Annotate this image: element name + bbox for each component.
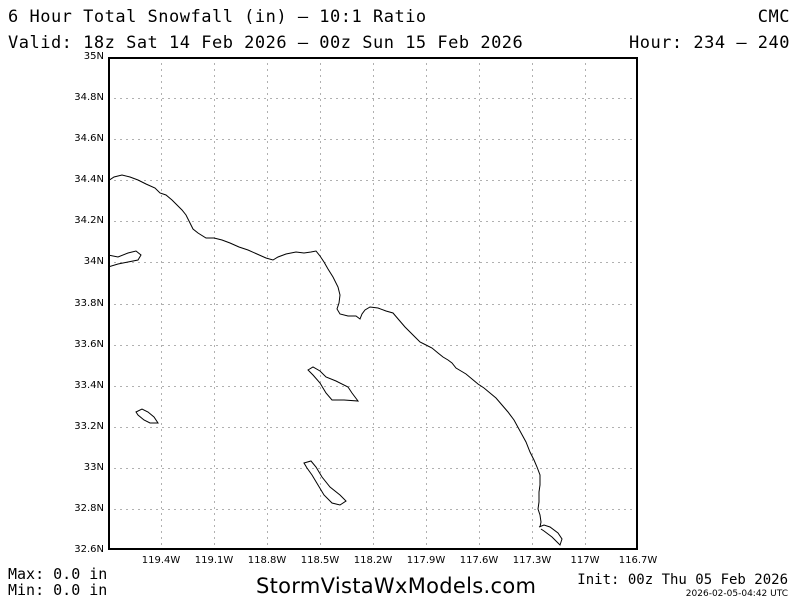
island-west: [108, 250, 142, 268]
lon-label: 118.2W: [353, 555, 393, 566]
lon-label: 118.8W: [247, 555, 287, 566]
lon-label: 119.1W: [194, 555, 234, 566]
valid-time: Valid: 18z Sat 14 Feb 2026 – 00z Sun 15 …: [8, 33, 524, 53]
lat-label: 33.4N: [74, 380, 104, 391]
lat-label: 32.8N: [74, 503, 104, 514]
max-value: Max: 0.0 in: [8, 565, 108, 583]
lon-label: 117.9W: [406, 555, 446, 566]
lon-label: 117.6W: [459, 555, 499, 566]
map-title: 6 Hour Total Snowfall (in) – 10:1 Ratio: [8, 7, 427, 27]
mainland-coastline: [108, 174, 542, 528]
lat-label: 34.8N: [74, 92, 104, 103]
lat-label: 34.2N: [74, 215, 104, 226]
map-frame: [108, 57, 638, 550]
model-name: CMC: [757, 7, 790, 27]
map-grid: [108, 57, 638, 550]
lon-label: 117W: [570, 555, 600, 566]
lat-label: 33.6N: [74, 339, 104, 350]
site-watermark: StormVistaWxModels.com: [256, 574, 537, 598]
lat-label: 33.2N: [74, 421, 104, 432]
forecast-hour: Hour: 234 – 240: [628, 33, 790, 53]
lat-label: 32.6N: [74, 544, 104, 555]
island-san-clemente: [303, 460, 347, 506]
lat-label: 34.6N: [74, 133, 104, 144]
init-time: Init: 00z Thu 05 Feb 2026: [577, 572, 788, 588]
generation-timestamp: 2026-02-05-04:42 UTC: [685, 589, 788, 599]
coast-south-tip: [538, 524, 563, 546]
lon-label: 119.4W: [141, 555, 181, 566]
lat-label: 34.4N: [74, 174, 104, 185]
island-catalina: [307, 366, 360, 402]
lat-label: 33N: [83, 462, 104, 473]
lon-label: 116.7W: [618, 555, 658, 566]
map-canvas: [108, 57, 638, 550]
lat-label: 35N: [83, 51, 104, 62]
coastline: [108, 174, 563, 546]
min-value: Min: 0.0 in: [8, 581, 108, 599]
lon-label: 117.3W: [512, 555, 552, 566]
lat-label: 34N: [83, 256, 104, 267]
island-santa-barbara: [135, 408, 159, 424]
lat-label: 33.8N: [74, 298, 104, 309]
lon-label: 118.5W: [300, 555, 340, 566]
